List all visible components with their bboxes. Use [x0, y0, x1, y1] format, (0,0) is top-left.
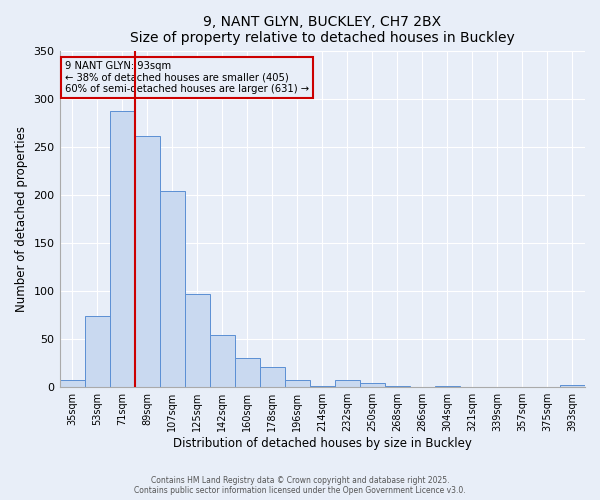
Bar — [209, 336, 235, 387]
Bar — [560, 386, 585, 387]
Bar — [285, 380, 310, 387]
Bar — [360, 384, 385, 387]
Bar — [435, 386, 460, 387]
Text: Contains HM Land Registry data © Crown copyright and database right 2025.
Contai: Contains HM Land Registry data © Crown c… — [134, 476, 466, 495]
Text: 9 NANT GLYN: 93sqm
← 38% of detached houses are smaller (405)
60% of semi-detach: 9 NANT GLYN: 93sqm ← 38% of detached hou… — [65, 60, 309, 94]
Bar — [185, 294, 209, 387]
Bar — [385, 386, 410, 387]
Bar — [59, 380, 85, 387]
Bar — [160, 191, 185, 387]
Title: 9, NANT GLYN, BUCKLEY, CH7 2BX
Size of property relative to detached houses in B: 9, NANT GLYN, BUCKLEY, CH7 2BX Size of p… — [130, 15, 515, 45]
Bar — [235, 358, 260, 387]
Bar — [110, 111, 134, 387]
Bar — [134, 136, 160, 387]
Bar — [335, 380, 360, 387]
Y-axis label: Number of detached properties: Number of detached properties — [15, 126, 28, 312]
Bar — [260, 367, 285, 387]
X-axis label: Distribution of detached houses by size in Buckley: Distribution of detached houses by size … — [173, 437, 472, 450]
Bar — [310, 386, 335, 387]
Bar — [85, 316, 110, 387]
